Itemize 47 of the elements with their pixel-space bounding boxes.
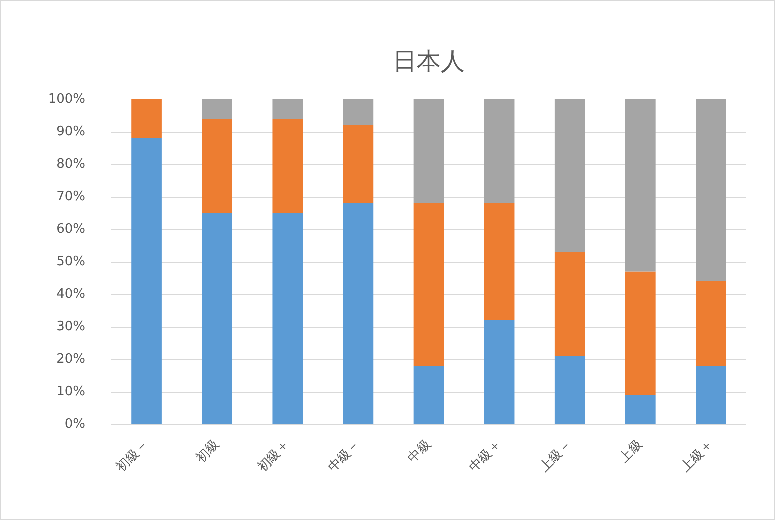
y-tick-label: 90%	[56, 124, 86, 140]
bar	[696, 366, 726, 424]
bar	[696, 100, 726, 282]
bar	[484, 100, 515, 204]
bar	[414, 366, 444, 424]
x-tick-label: 上級＋	[678, 437, 717, 476]
x-tick-label: 中級－	[326, 437, 364, 476]
bar	[202, 100, 233, 119]
x-tick-label: 中級	[405, 437, 434, 466]
bar	[202, 119, 233, 214]
bar	[343, 204, 374, 424]
x-tick-label: 中級＋	[466, 437, 505, 476]
bar	[132, 100, 162, 138]
bar	[202, 213, 233, 424]
x-tick-label: 初級	[194, 437, 223, 466]
bar	[554, 100, 586, 252]
y-tick-label: 100%	[48, 92, 86, 107]
bar	[625, 395, 656, 424]
bar	[343, 126, 374, 204]
y-tick-label: 20%	[56, 352, 86, 367]
bar	[414, 204, 444, 366]
bar	[625, 272, 656, 396]
bar	[414, 100, 444, 204]
y-tick-label: 0%	[64, 417, 86, 432]
y-tick-label: 60%	[56, 222, 86, 237]
y-tick-label: 40%	[56, 287, 86, 302]
bar	[696, 282, 726, 366]
bar	[484, 204, 515, 320]
bar	[132, 138, 162, 424]
y-tick-label: 10%	[56, 384, 86, 400]
chart-title: 日本人	[393, 48, 465, 76]
x-tick-label: 初級＋	[255, 437, 294, 476]
y-tick-label: 70%	[56, 190, 86, 204]
bar	[554, 356, 586, 424]
bar	[272, 100, 304, 119]
bar	[272, 213, 304, 424]
bar	[484, 320, 515, 424]
y-tick-label: 80%	[56, 157, 86, 172]
x-tick-label: 初級－	[114, 437, 152, 476]
bar	[343, 100, 374, 126]
x-tick-label: 上級	[616, 437, 646, 466]
x-tick-label: 上級－	[537, 437, 576, 476]
y-tick-label: 30%	[56, 320, 86, 334]
y-tick-label: 50%	[56, 254, 86, 270]
bar	[625, 100, 656, 272]
bar	[554, 252, 586, 356]
bar	[272, 119, 304, 214]
